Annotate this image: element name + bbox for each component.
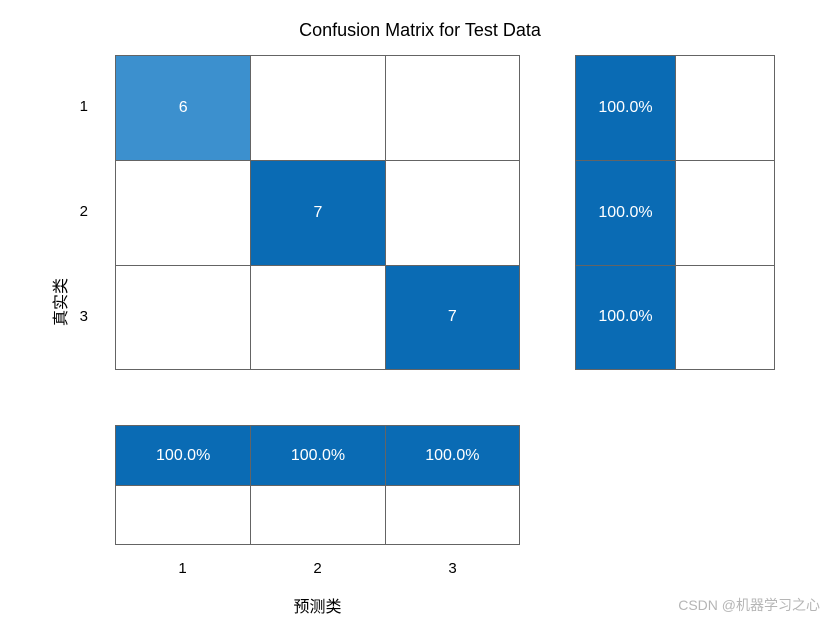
row-summary-cell — [675, 265, 774, 369]
x-tick: 1 — [115, 560, 250, 577]
watermark: CSDN @机器学习之心 — [678, 595, 820, 615]
row-summary-cell: 100.0% — [576, 56, 675, 160]
x-tick: 3 — [385, 560, 520, 577]
row-summary-cell — [675, 160, 774, 264]
main-matrix-cell — [250, 265, 384, 369]
col-summary-cell — [385, 485, 519, 544]
main-matrix-cell: 7 — [385, 265, 519, 369]
y-axis-label: 真实类 — [47, 278, 71, 326]
y-tick: 2 — [58, 203, 88, 220]
main-matrix-cell: 7 — [250, 160, 384, 264]
main-matrix-cell — [385, 160, 519, 264]
main-matrix-cell — [116, 160, 250, 264]
main-matrix-cell: 6 — [116, 56, 250, 160]
main-matrix-cell — [116, 265, 250, 369]
row-summary-cell — [675, 56, 774, 160]
x-tick: 2 — [250, 560, 385, 577]
col-summary: 100.0%100.0%100.0% — [115, 425, 520, 545]
col-summary-cell: 100.0% — [385, 426, 519, 485]
main-matrix-cell — [250, 56, 384, 160]
col-summary-cell: 100.0% — [116, 426, 250, 485]
y-tick: 1 — [58, 98, 88, 115]
confusion-matrix-chart: Confusion Matrix for Test Data677100.0%1… — [0, 0, 840, 630]
chart-title: Confusion Matrix for Test Data — [0, 20, 840, 41]
row-summary: 100.0%100.0%100.0% — [575, 55, 775, 370]
col-summary-cell — [116, 485, 250, 544]
row-summary-cell: 100.0% — [576, 160, 675, 264]
row-summary-cell: 100.0% — [576, 265, 675, 369]
col-summary-cell — [250, 485, 384, 544]
col-summary-cell: 100.0% — [250, 426, 384, 485]
x-axis-label: 预测类 — [115, 593, 520, 617]
main-matrix: 677 — [115, 55, 520, 370]
main-matrix-cell — [385, 56, 519, 160]
